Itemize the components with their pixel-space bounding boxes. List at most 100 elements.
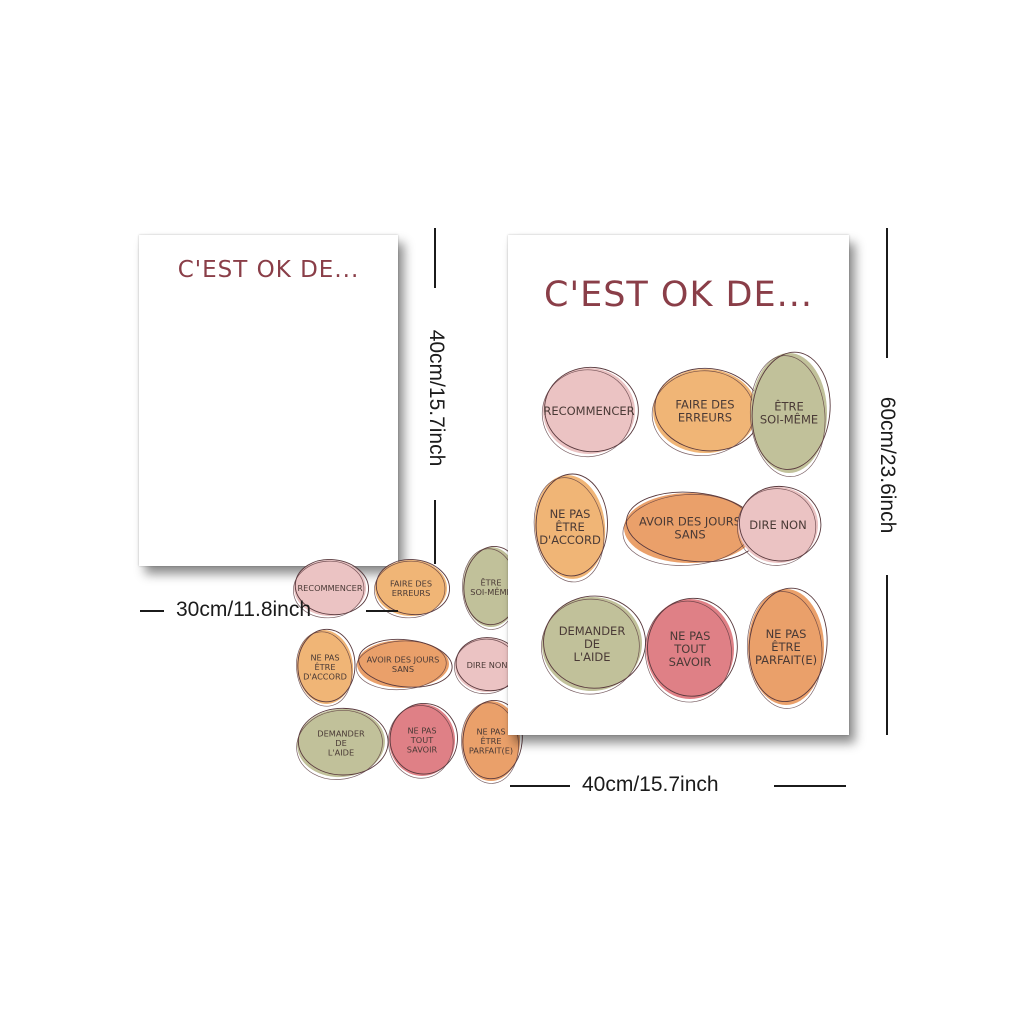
- blob-label-line: ÊTRE: [480, 576, 501, 587]
- dimension-line: [366, 610, 398, 612]
- blob-fill: [543, 368, 635, 454]
- blob-outline: [644, 600, 732, 703]
- blob-label: DEMANDER DE L'AIDE: [559, 624, 626, 664]
- blob-label: DEMANDER DE L'AIDE: [317, 728, 365, 757]
- blob-label: NE PAS ÊTRE D'ACCORD: [303, 652, 347, 681]
- blob-outline: [389, 703, 458, 775]
- blob-fill: [751, 353, 827, 473]
- blob-label-line: DEMANDER: [559, 624, 626, 638]
- dimension-line: [886, 228, 888, 358]
- blob-label-line: ERREURS: [392, 587, 431, 597]
- blob-label-line: FAIRE DES: [675, 397, 734, 411]
- blob-outline: [297, 707, 389, 776]
- blob-label: ÊTRE SOI-MÊME: [760, 398, 818, 426]
- blob-label-line: NE PAS: [476, 726, 505, 736]
- blob-outline: [751, 351, 831, 470]
- blob-label: DIRE NON: [467, 660, 508, 670]
- blob-outline: [738, 485, 822, 562]
- blob: NE PAS ÊTRE PARFAIT(E): [461, 700, 523, 784]
- blob-fill: [624, 493, 756, 563]
- blob: NE PAS TOUT SAVOIR: [644, 597, 738, 703]
- blob-label-line: FAIRE DES: [390, 578, 432, 588]
- blob-label-line: D'ACCORD: [539, 533, 601, 547]
- blob-label: NE PAS TOUT SAVOIR: [407, 725, 438, 754]
- blob-outline: [374, 560, 446, 619]
- blob: NE PAS ÊTRE PARFAIT(E): [746, 587, 828, 709]
- blob-label: NE PAS ÊTRE PARFAIT(E): [755, 627, 817, 667]
- blob-label-line: DEMANDER: [317, 728, 365, 738]
- blob-label-line: NE PAS: [550, 507, 591, 521]
- blob: AVOIR DES JOURS SANS: [622, 491, 761, 566]
- blob-fill: [296, 630, 354, 704]
- blob-label: AVOIR DES JOURS SANS: [367, 654, 440, 674]
- blob-label-line: PARFAIT(E): [469, 745, 513, 755]
- blob: NE PAS ÊTRE D'ACCORD: [296, 628, 356, 707]
- blob-outline: [375, 559, 450, 616]
- blob-label: ÊTRE SOI-MÊME: [470, 576, 512, 597]
- blob-label-line: SANS: [674, 527, 705, 541]
- blob-label: NE PAS ÊTRE D'ACCORD: [539, 507, 601, 547]
- blob-label-line: ÊTRE: [555, 519, 585, 534]
- blob-label-line: ÊTRE: [774, 398, 804, 413]
- blob-label-line: AVOIR DES JOURS: [367, 654, 440, 664]
- blob-fill: [389, 704, 455, 776]
- blob-label-line: L'AIDE: [574, 650, 611, 664]
- blob: RECOMMENCER: [293, 559, 369, 619]
- dimension-line: [774, 785, 846, 787]
- blob-outline: [748, 587, 828, 703]
- blob-label-line: NE PAS: [310, 652, 339, 662]
- blob: NE PAS ÊTRE D'ACCORD: [533, 473, 608, 583]
- blob-label-line: PARFAIT(E): [755, 653, 817, 667]
- blob-outline: [533, 477, 605, 583]
- blob-grid: RECOMMENCER FAIRE DES ERREURS ÊTRE SOI-MÊME N…: [533, 351, 831, 709]
- blob-label-line: RECOMMENCER: [297, 583, 362, 593]
- blob-label-line: NE PAS: [766, 627, 807, 641]
- blob-fill: [653, 369, 757, 453]
- dimension-line: [434, 228, 436, 288]
- blob-label-line: ÊTRE: [314, 661, 335, 672]
- blob-label-line: AVOIR DES JOURS: [639, 514, 741, 528]
- blob: FAIRE DES ERREURS: [374, 559, 450, 619]
- blob-label: FAIRE DES ERREURS: [390, 578, 432, 598]
- dimension-line: [886, 575, 888, 735]
- blob-label: FAIRE DES ERREURS: [675, 397, 734, 424]
- blob: RECOMMENCER: [541, 366, 639, 458]
- blob-label-line: RECOMMENCER: [543, 404, 634, 418]
- blob-outline: [535, 473, 608, 577]
- blob-fill: [357, 640, 449, 688]
- blob-label-line: DE: [335, 738, 346, 748]
- blob-fill: [297, 708, 385, 778]
- blob-fill: [542, 596, 642, 692]
- dimension-line: [140, 610, 164, 612]
- blob-outline: [296, 631, 353, 707]
- blob-label: NE PAS ÊTRE PARFAIT(E): [469, 726, 513, 755]
- blob-fill: [738, 487, 818, 563]
- blob: AVOIR DES JOURS SANS: [355, 638, 453, 691]
- blob-label-line: ERREURS: [678, 410, 732, 424]
- blob-label-line: NE PAS: [407, 725, 436, 735]
- blob-outline: [541, 369, 633, 458]
- blob-fill: [462, 701, 520, 781]
- blob-outline: [541, 598, 640, 695]
- blob-label: RECOMMENCER: [297, 583, 362, 593]
- blob-label-line: D'ACCORD: [303, 671, 347, 681]
- poster-title: C'EST OK DE...: [177, 257, 360, 283]
- blob-outline: [749, 355, 826, 477]
- blob-fill: [463, 547, 519, 627]
- blob-outline: [388, 705, 454, 779]
- blob-label-line: SANS: [392, 663, 414, 673]
- blob-fill: [748, 589, 824, 705]
- dimension-line: [434, 500, 436, 564]
- blob-outline: [544, 366, 639, 453]
- blob-label-line: ÊTRE: [771, 639, 801, 654]
- blob-outline: [461, 702, 519, 784]
- blob-label-line: L'AIDE: [328, 747, 354, 757]
- blob-outline: [746, 591, 823, 709]
- large-height-label: 60cm/23.6inch: [876, 396, 899, 534]
- blob-outline: [736, 488, 817, 566]
- blob-fill: [646, 599, 734, 699]
- blob-label-line: DIRE NON: [467, 660, 508, 670]
- blob-label-line: SOI-MÊME: [470, 585, 512, 596]
- blob: DEMANDER DE L'AIDE: [541, 595, 646, 695]
